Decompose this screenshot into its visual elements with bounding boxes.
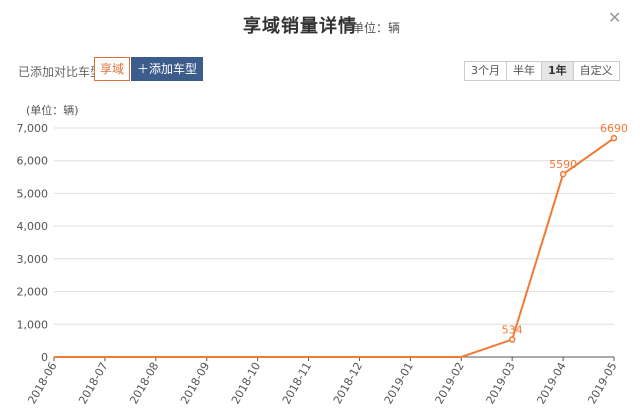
page-title: 享域销量详情 — [243, 16, 357, 37]
grid-lines — [54, 127, 614, 325]
y-tick-labels: 0 1,000 2,000 3,000 4,000 5,000 6,000 7,000 — [17, 122, 49, 364]
add-model-button[interactable]: ＋添加车型 — [131, 57, 204, 81]
compare-label: 已添加对比车型: — [18, 65, 107, 79]
y-tick-label: 4,000 — [17, 220, 49, 233]
x-tick-label: 2019-02 — [433, 360, 467, 406]
range-half-year-button[interactable]: 半年 — [507, 62, 542, 80]
compare-model-chip[interactable]: 享域 — [94, 57, 131, 81]
range-1-year-button[interactable]: 1年 — [542, 62, 574, 80]
x-tick-label: 2018-11 — [280, 360, 314, 406]
y-axis-label: (单位：辆) — [26, 103, 79, 117]
data-point — [508, 336, 516, 343]
y-tick-label: 7,000 — [17, 122, 49, 135]
data-labels: 534 5590 6690 — [502, 122, 628, 336]
data-label: 534 — [502, 324, 523, 337]
x-tick-label: 2018-09 — [178, 360, 212, 406]
compare-bar: 已添加对比车型: 享域 ＋添加车型 3个月 半年 1年 自定义 — [0, 56, 640, 82]
header: 享域销量详情 单位：辆 ✕ — [0, 10, 640, 40]
y-tick-label: 3,000 — [17, 253, 49, 266]
x-tick-label: 2019-01 — [382, 360, 416, 406]
x-tick-label: 2018-08 — [127, 360, 161, 406]
data-point — [559, 170, 567, 178]
close-icon[interactable]: ✕ — [608, 8, 622, 27]
y-tick-label: 0 — [41, 351, 48, 364]
x-tick-label: 2018-07 — [76, 360, 110, 406]
unit-label: 单位：辆 — [352, 21, 401, 35]
x-tick-labels: 2018-06 2018-07 2018-08 2018-09 2018-10 2018-… — [25, 357, 620, 406]
data-label: 5590 — [549, 158, 577, 171]
x-tick-label: 2019-04 — [534, 360, 568, 406]
x-tick-label: 2019-03 — [484, 360, 518, 406]
y-tick-label: 6,000 — [17, 155, 49, 168]
range-selector: 3个月 半年 1年 自定义 — [464, 61, 620, 81]
data-point — [610, 134, 618, 142]
range-custom-button[interactable]: 自定义 — [573, 62, 619, 80]
x-tick-label: 2018-06 — [25, 360, 59, 406]
x-tick-label: 2019-05 — [585, 360, 619, 406]
x-tick-label: 2018-10 — [229, 360, 263, 406]
x-tick-label: 2018-12 — [331, 360, 365, 406]
series-points — [508, 134, 618, 343]
range-3-months-button[interactable]: 3个月 — [465, 62, 507, 80]
y-tick-label: 2,000 — [17, 286, 49, 299]
series-line — [54, 137, 615, 358]
data-label: 6690 — [600, 122, 628, 135]
y-tick-label: 5,000 — [17, 187, 49, 200]
y-tick-label: 1,000 — [17, 318, 49, 331]
